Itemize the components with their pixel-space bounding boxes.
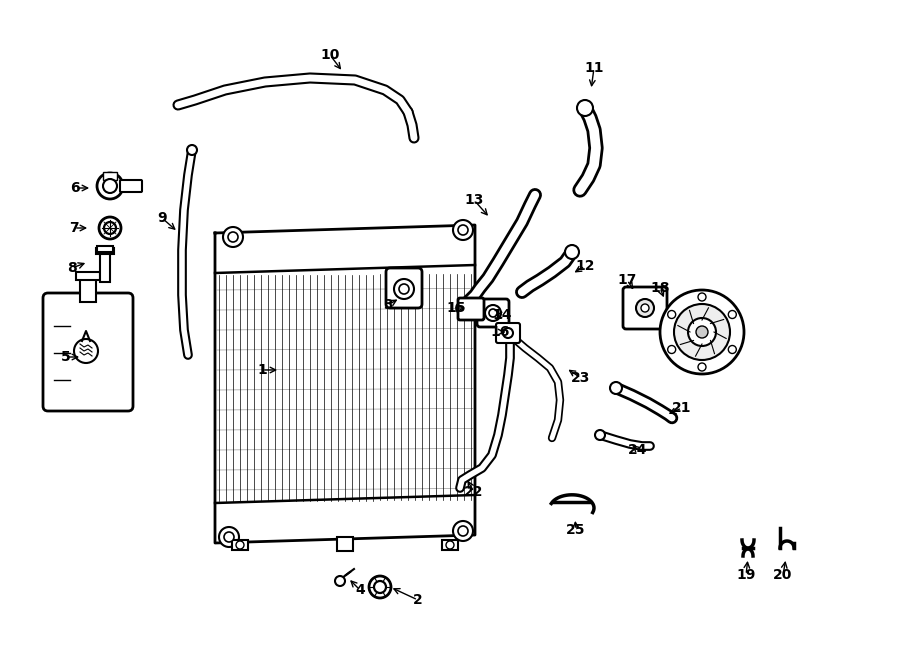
FancyBboxPatch shape	[120, 180, 142, 192]
FancyBboxPatch shape	[386, 268, 422, 308]
FancyBboxPatch shape	[496, 323, 520, 343]
Circle shape	[610, 382, 622, 394]
Bar	[96, 248, 114, 254]
Circle shape	[394, 279, 414, 299]
Circle shape	[696, 326, 708, 338]
Circle shape	[335, 576, 345, 586]
Circle shape	[369, 576, 391, 598]
Circle shape	[688, 318, 716, 346]
Circle shape	[503, 328, 513, 338]
Circle shape	[453, 521, 473, 541]
Circle shape	[399, 284, 409, 294]
Text: 24: 24	[628, 443, 648, 457]
Circle shape	[641, 304, 649, 312]
Text: 7: 7	[69, 221, 79, 235]
FancyBboxPatch shape	[477, 299, 509, 327]
Bar	[337, 537, 353, 551]
Bar	[76, 272, 100, 280]
Text: 17: 17	[617, 273, 636, 287]
Text: 16: 16	[491, 325, 509, 339]
Circle shape	[453, 220, 473, 240]
Circle shape	[223, 227, 243, 247]
Text: 9: 9	[158, 211, 166, 225]
Circle shape	[187, 145, 197, 155]
Circle shape	[224, 532, 234, 542]
Text: 19: 19	[736, 568, 756, 582]
Circle shape	[668, 311, 676, 319]
Circle shape	[698, 363, 706, 371]
Circle shape	[228, 232, 238, 242]
Circle shape	[236, 541, 244, 549]
Text: 21: 21	[672, 401, 692, 415]
Text: 8: 8	[68, 261, 76, 275]
Bar	[232, 540, 248, 550]
Text: 11: 11	[584, 61, 604, 75]
Text: 13: 13	[464, 193, 483, 207]
Circle shape	[674, 304, 730, 360]
Text: 15: 15	[446, 301, 466, 315]
Circle shape	[74, 339, 98, 363]
Circle shape	[99, 217, 121, 239]
Text: 3: 3	[383, 298, 392, 312]
Circle shape	[485, 305, 501, 321]
Circle shape	[668, 346, 676, 354]
Text: 20: 20	[773, 568, 793, 582]
Circle shape	[446, 541, 454, 549]
Text: 4: 4	[356, 583, 364, 597]
Circle shape	[577, 100, 593, 116]
Bar	[442, 540, 458, 550]
Circle shape	[489, 309, 497, 317]
Circle shape	[219, 527, 239, 547]
Circle shape	[97, 173, 123, 199]
Circle shape	[374, 581, 386, 593]
Bar	[103, 172, 117, 180]
Bar	[100, 250, 110, 282]
Text: 12: 12	[575, 259, 595, 273]
FancyBboxPatch shape	[623, 287, 667, 329]
Text: 22: 22	[464, 485, 484, 499]
FancyBboxPatch shape	[458, 298, 484, 320]
Circle shape	[565, 245, 579, 259]
Text: 1: 1	[257, 363, 267, 377]
Text: 14: 14	[492, 308, 512, 322]
FancyBboxPatch shape	[43, 293, 133, 411]
Circle shape	[104, 222, 116, 234]
Circle shape	[458, 225, 468, 235]
Text: 6: 6	[70, 181, 80, 195]
Text: 10: 10	[320, 48, 339, 62]
Bar	[80, 276, 96, 302]
Circle shape	[595, 430, 605, 440]
Bar	[97, 246, 113, 252]
Text: 23: 23	[572, 371, 590, 385]
Circle shape	[728, 311, 736, 319]
Circle shape	[458, 526, 468, 536]
Circle shape	[698, 293, 706, 301]
Circle shape	[636, 299, 654, 317]
Text: 5: 5	[61, 350, 71, 364]
Circle shape	[728, 346, 736, 354]
Circle shape	[660, 290, 744, 374]
Text: 25: 25	[566, 523, 586, 537]
Text: 18: 18	[650, 281, 670, 295]
Circle shape	[103, 179, 117, 193]
Text: 2: 2	[413, 593, 423, 607]
